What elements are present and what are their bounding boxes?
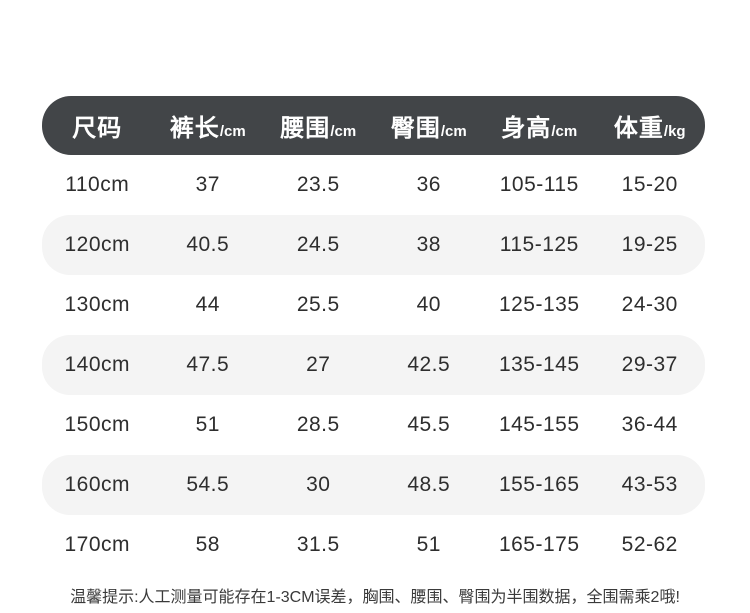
col-header-waist: 腰围/cm	[263, 108, 374, 143]
col-header-size: 尺码	[42, 108, 153, 143]
cell-hip: 40	[416, 293, 441, 316]
col-header-pants-length-label: 裤长	[169, 115, 220, 142]
cell-waist: 23.5	[296, 173, 340, 196]
cell-height: 115-125	[499, 233, 579, 256]
cell-weight: 24-30	[621, 293, 678, 316]
col-header-height-label: 身高	[501, 115, 552, 142]
cell-size: 170cm	[64, 533, 131, 556]
col-header-waist-unit: /cm	[330, 123, 357, 140]
cell-weight: 15-20	[621, 173, 678, 196]
cell-hip: 38	[416, 233, 441, 256]
table-row-170cm: 170cm 58 31.5 51 165-175 52-62	[42, 515, 705, 575]
cell-hip: 51	[416, 533, 441, 556]
col-header-size-label: 尺码	[72, 115, 123, 142]
table-row-150cm: 150cm 51 28.5 45.5 145-155 36-44	[42, 395, 705, 455]
table-row-110cm: 110cm 37 23.5 36 105-115 15-20	[42, 155, 705, 215]
cell-hip: 42.5	[407, 353, 451, 376]
cell-height: 125-135	[498, 293, 580, 316]
cell-size: 140cm	[64, 353, 131, 376]
cell-size: 120cm	[64, 233, 131, 256]
cell-waist: 28.5	[296, 413, 340, 436]
cell-pants-length: 47.5	[186, 353, 230, 376]
table-header-row: 尺码 裤长/cm 腰围/cm 臀围/cm 身高/cm 体重/kg	[42, 96, 705, 155]
cell-weight: 29-37	[621, 353, 678, 376]
col-header-waist-label: 腰围	[280, 115, 331, 142]
cell-pants-length: 54.5	[186, 473, 230, 496]
cell-pants-length: 44	[195, 293, 220, 316]
cell-weight: 52-62	[621, 533, 678, 556]
table-row-160cm: 160cm 54.5 30 48.5 155-165 43-53	[42, 455, 705, 515]
cell-height: 145-155	[498, 413, 580, 436]
cell-waist: 27	[306, 353, 331, 376]
cell-weight: 19-25	[621, 233, 678, 256]
col-header-weight-unit: /kg	[663, 123, 686, 140]
table-row-120cm: 120cm 40.5 24.5 38 115-125 19-25	[42, 215, 705, 275]
cell-hip: 36	[416, 173, 441, 196]
size-table: 尺码 裤长/cm 腰围/cm 臀围/cm 身高/cm 体重/kg 110cm 3…	[42, 96, 705, 575]
cell-pants-length: 51	[195, 413, 220, 436]
col-header-height: 身高/cm	[484, 108, 595, 143]
col-header-hip: 臀围/cm	[374, 108, 485, 143]
cell-pants-length: 40.5	[186, 233, 230, 256]
cell-size: 130cm	[64, 293, 131, 316]
col-header-height-unit: /cm	[551, 123, 578, 140]
cell-pants-length: 37	[195, 173, 220, 196]
col-header-hip-unit: /cm	[440, 123, 467, 140]
cell-pants-length: 58	[195, 533, 220, 556]
cell-waist: 24.5	[296, 233, 340, 256]
cell-size: 160cm	[64, 473, 131, 496]
table-row-140cm: 140cm 47.5 27 42.5 135-145 29-37	[42, 335, 705, 395]
cell-waist: 25.5	[296, 293, 340, 316]
cell-weight: 43-53	[621, 473, 678, 496]
cell-waist: 30	[306, 473, 331, 496]
col-header-weight-label: 体重	[613, 115, 664, 142]
cell-height: 165-175	[498, 533, 580, 556]
cell-height: 105-115	[499, 173, 579, 196]
table-row-130cm: 130cm 44 25.5 40 125-135 24-30	[42, 275, 705, 335]
cell-height: 135-145	[498, 353, 580, 376]
col-header-hip-label: 臀围	[390, 115, 441, 142]
col-header-weight: 体重/kg	[595, 108, 706, 143]
cell-size: 110cm	[65, 173, 130, 196]
measurement-disclaimer-note: 温馨提示:人工测量可能存在1-3CM误差，胸围、腰围、臀围为半围数据，全围需乘2…	[70, 589, 680, 606]
cell-hip: 48.5	[407, 473, 451, 496]
cell-hip: 45.5	[407, 413, 451, 436]
col-header-pants-length: 裤长/cm	[153, 108, 264, 143]
cell-waist: 31.5	[296, 533, 340, 556]
cell-size: 150cm	[64, 413, 131, 436]
col-header-pants-length-unit: /cm	[219, 123, 246, 140]
cell-weight: 36-44	[621, 413, 678, 436]
cell-height: 155-165	[498, 473, 580, 496]
